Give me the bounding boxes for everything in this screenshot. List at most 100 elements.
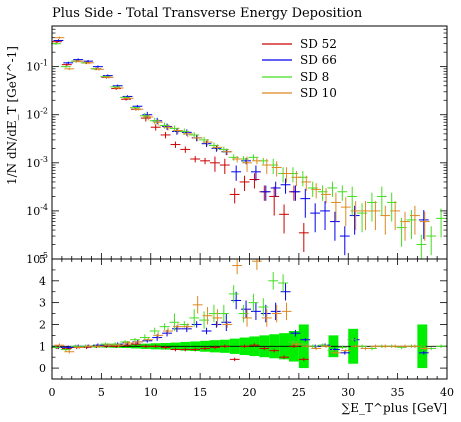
ratio-point: [210, 345, 220, 350]
ratio-point: [54, 343, 65, 347]
ratio-point: [409, 344, 420, 349]
x-tick-label: 0: [49, 386, 56, 399]
ratio-point: [261, 309, 272, 327]
x-axis-label: ∑E_T^plus [GeV]: [342, 401, 447, 415]
ratio-point: [400, 344, 410, 349]
ratio-point: [170, 347, 181, 352]
data-point: [231, 165, 242, 181]
data-point: [376, 186, 387, 216]
ratio-point: [271, 304, 282, 323]
ratio-point: [321, 344, 331, 349]
ratio-point: [63, 345, 74, 350]
data-point: [426, 226, 437, 256]
data-point: [189, 132, 200, 139]
data-point: [340, 197, 351, 227]
data-point: [51, 42, 61, 45]
ratio-point: [140, 344, 151, 349]
ratio-point: [259, 346, 270, 351]
ratio-point: [340, 348, 351, 353]
data-point: [337, 185, 348, 201]
ratio-tick-label: 3: [39, 297, 46, 310]
ratio-point: [131, 342, 141, 346]
ratio-point: [222, 321, 233, 328]
ratio-point: [123, 341, 134, 345]
data-point: [92, 65, 103, 68]
data-point: [229, 188, 240, 204]
ratio-point: [339, 351, 350, 355]
ratio-point: [311, 346, 322, 351]
ratio-panel-frame: [51, 258, 448, 380]
ratio-point: [192, 296, 203, 314]
data-point: [239, 175, 250, 191]
ratio-point: [159, 323, 170, 330]
ratio-point: [288, 340, 298, 344]
ratio-point: [143, 337, 154, 342]
data-point: [301, 175, 312, 191]
data-point: [360, 201, 371, 231]
ratio-point: [251, 259, 262, 270]
data-point: [180, 146, 191, 153]
data-point: [192, 134, 203, 142]
ratio-point: [232, 259, 243, 275]
ratio-point: [201, 327, 212, 335]
data-point: [202, 139, 213, 146]
ratio-point: [191, 321, 202, 328]
ratio-point: [270, 302, 281, 321]
ratio-point: [242, 309, 252, 327]
data-point: [93, 68, 104, 71]
data-point: [64, 67, 75, 71]
ratio-point: [258, 298, 269, 316]
ratio-point: [436, 344, 447, 349]
ratio-point: [289, 344, 299, 349]
series-sd8: [51, 42, 447, 353]
ratio-point: [51, 345, 61, 350]
data-point: [190, 156, 201, 163]
ratio-tick-label: 0: [39, 362, 46, 375]
y-tick-label: 10-4: [26, 203, 48, 218]
ratio-point: [218, 304, 229, 323]
data-point: [182, 130, 193, 138]
ratio-point: [280, 283, 291, 301]
legend-label-sd8: SD 8: [300, 70, 329, 84]
data-point: [260, 185, 271, 201]
data-point: [222, 148, 233, 156]
ratio-tick-label: 5: [39, 253, 46, 266]
y-axis-label: 1/N dN/dE_T [GeV^-1]: [5, 46, 19, 185]
data-point: [329, 211, 340, 241]
x-tick-label: 40: [440, 386, 454, 399]
ratio-point: [380, 344, 391, 349]
data-point: [321, 188, 331, 204]
ratio-point: [290, 329, 301, 337]
main-panel-frame: [51, 25, 448, 260]
data-point: [271, 161, 282, 177]
data-point: [390, 201, 401, 231]
ratio-point: [200, 346, 210, 351]
data-point: [320, 201, 330, 231]
legend: SD 52 SD 66 SD 8 SD 10: [262, 37, 337, 100]
data-point: [350, 201, 361, 231]
ratio-point: [160, 345, 171, 350]
data-point: [248, 154, 259, 161]
data-point: [219, 158, 230, 175]
data-point: [54, 36, 65, 39]
data-point: [269, 186, 280, 216]
ratio-point: [298, 357, 309, 362]
data-point: [211, 145, 222, 152]
data-point: [280, 178, 291, 194]
data-point: [349, 205, 360, 235]
data-point: [261, 158, 272, 175]
ratio-point: [300, 337, 311, 342]
legend-label-sd66: SD 66: [300, 53, 337, 67]
data-point: [210, 156, 220, 172]
data-point: [290, 185, 301, 201]
ratio-point: [60, 347, 71, 352]
ratio-point: [133, 340, 144, 344]
ratio-point: [350, 344, 361, 349]
ratio-point: [221, 313, 232, 331]
x-tick-label: 25: [292, 386, 306, 399]
ratio-point: [84, 344, 94, 349]
data-point: [289, 185, 299, 201]
ratio-point: [269, 348, 280, 353]
ratio-tick-label: 1: [39, 340, 46, 353]
